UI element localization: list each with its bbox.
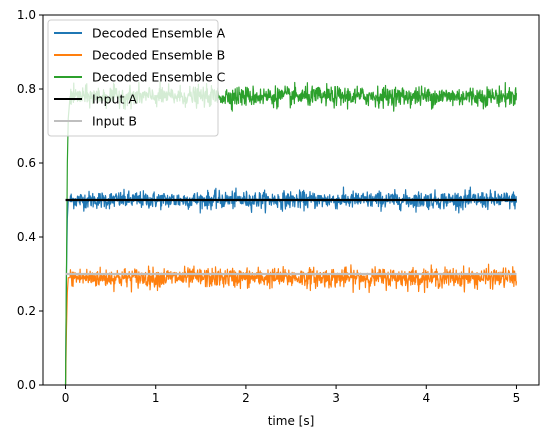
x-tick-label: 3 [332,391,340,405]
y-tick-label: 0.6 [17,156,36,170]
y-tick-label: 0.2 [17,304,36,318]
x-axis-label: time [s] [268,414,315,428]
y-tick-label: 1.0 [17,8,36,22]
legend-box [47,19,219,137]
x-tick-label: 4 [422,391,430,405]
legend: Decoded Ensemble A Decoded Ensemble B Deco… [47,19,226,137]
x-tick-label: 5 [513,391,521,405]
legend-label-decoded-ensemble-b: Decoded Ensemble B [92,48,225,63]
legend-label-input-a: Input A [92,92,137,107]
series-line-decoded-ensemble-a [64,186,518,386]
x-axis: 0 1 2 3 4 5 [62,385,521,405]
y-tick-label: 0.4 [17,230,36,244]
x-tick-label: 1 [152,391,160,405]
x-tick-label: 0 [62,391,70,405]
x-tick-label: 2 [242,391,250,405]
y-tick-label: 0.8 [17,82,36,96]
axes-frame [42,14,540,386]
y-axis: 0.0 0.2 0.4 0.6 0.8 1.0 [17,8,43,392]
y-tick-label: 0.0 [17,378,36,392]
legend-label-decoded-ensemble-c: Decoded Ensemble C [92,70,226,85]
legend-label-input-b: Input B [92,114,137,129]
legend-label-decoded-ensemble-a: Decoded Ensemble A [92,26,226,41]
series-line-decoded-ensemble-b [64,263,518,386]
